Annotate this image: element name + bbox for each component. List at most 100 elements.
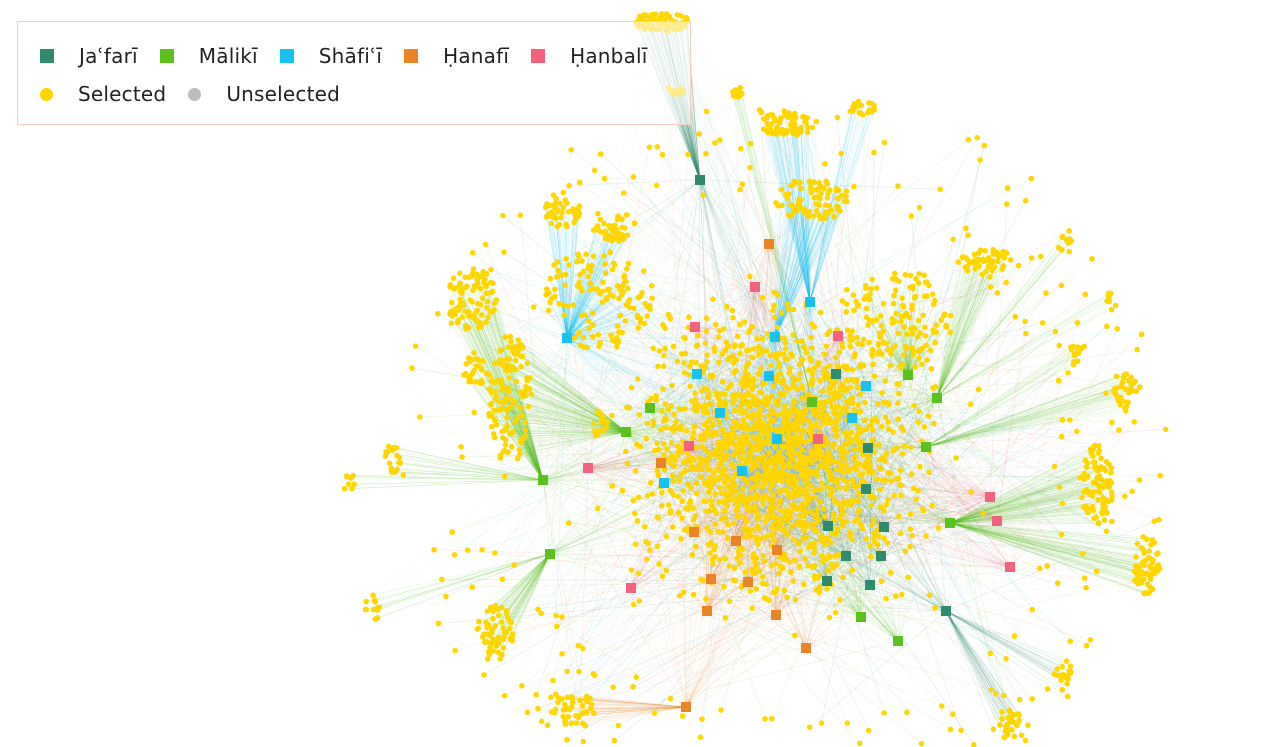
network-node[interactable]: [915, 280, 922, 286]
network-node[interactable]: [794, 338, 800, 345]
network-node[interactable]: [685, 324, 692, 331]
network-node[interactable]: [615, 329, 622, 336]
network-node[interactable]: [712, 542, 719, 549]
network-node[interactable]: [916, 271, 923, 277]
school-hub-node[interactable]: [865, 580, 875, 590]
network-node[interactable]: [465, 313, 472, 319]
network-node[interactable]: [615, 213, 621, 219]
network-node[interactable]: [747, 588, 754, 594]
network-node[interactable]: [676, 406, 683, 412]
network-node[interactable]: [763, 533, 770, 540]
network-node[interactable]: [458, 290, 465, 296]
network-node[interactable]: [772, 444, 779, 450]
network-node[interactable]: [747, 453, 754, 459]
network-node[interactable]: [806, 208, 813, 215]
school-hub-node[interactable]: [985, 492, 995, 502]
network-node[interactable]: [800, 113, 807, 120]
network-node[interactable]: [750, 434, 756, 440]
network-node[interactable]: [479, 295, 486, 302]
network-node[interactable]: [602, 228, 609, 235]
school-hub-node[interactable]: [731, 536, 741, 546]
network-node[interactable]: [588, 268, 594, 274]
network-node[interactable]: [1058, 531, 1065, 538]
network-node[interactable]: [777, 487, 783, 494]
network-node[interactable]: [891, 492, 897, 499]
network-node[interactable]: [840, 522, 846, 529]
network-node[interactable]: [478, 324, 485, 331]
network-node[interactable]: [1144, 571, 1150, 577]
network-node[interactable]: [758, 365, 764, 372]
network-node[interactable]: [469, 584, 476, 590]
network-node[interactable]: [1001, 692, 1007, 699]
network-node[interactable]: [809, 124, 816, 131]
network-node[interactable]: [556, 221, 563, 228]
network-node[interactable]: [931, 420, 937, 427]
network-node[interactable]: [740, 449, 747, 455]
network-node[interactable]: [1129, 488, 1135, 495]
network-node[interactable]: [977, 157, 983, 163]
network-node[interactable]: [807, 183, 814, 190]
network-node[interactable]: [601, 220, 607, 227]
network-node[interactable]: [1067, 417, 1073, 423]
network-node[interactable]: [736, 553, 742, 559]
network-node[interactable]: [550, 677, 556, 684]
network-node[interactable]: [1141, 562, 1147, 569]
network-node[interactable]: [730, 394, 736, 400]
network-node[interactable]: [712, 521, 719, 527]
network-node[interactable]: [463, 326, 469, 332]
network-node[interactable]: [587, 280, 593, 287]
network-node[interactable]: [866, 317, 872, 323]
network-node[interactable]: [823, 411, 829, 418]
network-node[interactable]: [1074, 428, 1080, 435]
network-node[interactable]: [643, 435, 650, 442]
network-node[interactable]: [791, 399, 798, 405]
network-node[interactable]: [912, 364, 918, 370]
network-node[interactable]: [620, 288, 627, 295]
network-node[interactable]: [732, 93, 739, 100]
network-node[interactable]: [1122, 405, 1128, 412]
network-node[interactable]: [507, 333, 513, 340]
network-node[interactable]: [788, 202, 794, 208]
network-node[interactable]: [749, 605, 755, 611]
network-node[interactable]: [812, 494, 818, 501]
network-node[interactable]: [805, 124, 811, 130]
network-node[interactable]: [715, 439, 722, 446]
network-node[interactable]: [493, 393, 500, 400]
network-node[interactable]: [1093, 568, 1100, 575]
network-node[interactable]: [790, 489, 797, 496]
network-node[interactable]: [1067, 670, 1074, 677]
network-node[interactable]: [497, 656, 504, 662]
network-node[interactable]: [692, 466, 699, 473]
network-node[interactable]: [715, 467, 721, 473]
network-node[interactable]: [582, 312, 588, 319]
network-node[interactable]: [807, 494, 813, 501]
network-node[interactable]: [817, 446, 823, 453]
network-node[interactable]: [971, 251, 978, 258]
network-node[interactable]: [1137, 384, 1143, 390]
network-node[interactable]: [843, 518, 849, 525]
network-node[interactable]: [620, 190, 627, 196]
network-node[interactable]: [733, 488, 740, 495]
network-node[interactable]: [916, 355, 922, 362]
network-node[interactable]: [964, 267, 971, 274]
network-node[interactable]: [562, 271, 569, 278]
network-node[interactable]: [838, 518, 845, 524]
network-node[interactable]: [396, 454, 403, 461]
network-node[interactable]: [786, 480, 792, 486]
network-node[interactable]: [749, 475, 756, 481]
network-node[interactable]: [851, 406, 857, 413]
network-node[interactable]: [699, 443, 705, 450]
network-node[interactable]: [765, 432, 772, 438]
network-node[interactable]: [1075, 350, 1082, 357]
network-node[interactable]: [928, 366, 935, 372]
network-node[interactable]: [625, 260, 632, 267]
network-node[interactable]: [748, 415, 755, 421]
network-node[interactable]: [565, 303, 571, 310]
network-node[interactable]: [844, 198, 850, 205]
network-node[interactable]: [790, 420, 797, 427]
network-node[interactable]: [835, 364, 841, 371]
network-node[interactable]: [576, 668, 582, 675]
network-node[interactable]: [778, 115, 784, 121]
network-node[interactable]: [811, 520, 818, 527]
network-node[interactable]: [560, 713, 567, 720]
